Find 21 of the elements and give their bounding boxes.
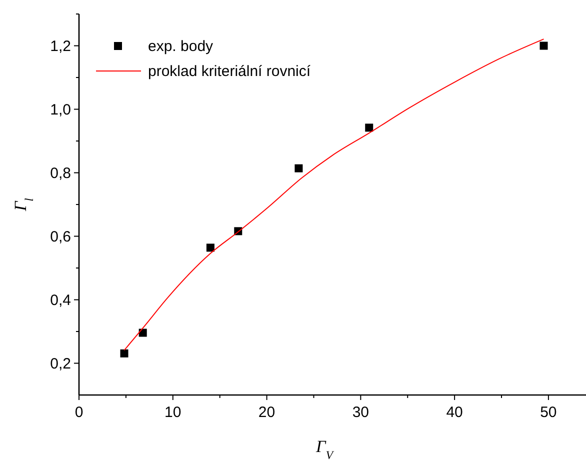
legend-label: proklad kriteriální rovnicí (148, 63, 312, 80)
x-tick-label: 0 (74, 404, 84, 421)
point (540, 42, 548, 50)
y-tick-label: 1,0 (50, 101, 71, 118)
x-tick-label: 20 (258, 404, 276, 421)
y-tick-label: 1,2 (50, 38, 71, 55)
point (138, 328, 147, 337)
point (294, 164, 303, 172)
x-tick-label: 40 (446, 404, 463, 421)
y-tick-label: 0,2 (50, 355, 71, 372)
legend-label: exp. body (148, 38, 214, 55)
y-tick-label: 0,8 (50, 164, 71, 182)
y-tick-label: 0,6 (50, 228, 71, 246)
point (120, 349, 128, 358)
point (365, 124, 374, 132)
x-tick-label: 50 (540, 404, 557, 421)
x-tick-label: 10 (164, 404, 182, 421)
x-axis-title: Γ$_{V}$ (315, 437, 335, 462)
x-tick-label: 30 (352, 404, 370, 421)
y-tick-label: 0,4 (50, 292, 71, 309)
point (206, 244, 214, 252)
